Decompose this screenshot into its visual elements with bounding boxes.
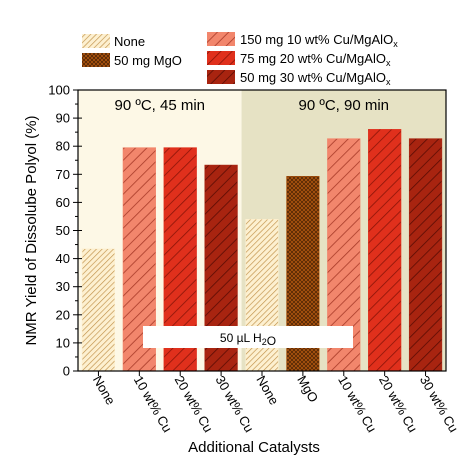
legend-swatch-cu20 xyxy=(207,51,235,65)
legend-label-cu20: 75 mg 20 wt% Cu/MgAlOx xyxy=(240,51,391,68)
y-tick-label: 30 xyxy=(56,279,70,294)
bar-9 xyxy=(408,138,443,372)
x-tick-label: 10 wt% Cu xyxy=(131,373,175,435)
y-tick-label: 80 xyxy=(56,139,70,154)
legend-swatch-cu10 xyxy=(207,32,235,46)
y-tick-label: 90 xyxy=(56,111,70,126)
y-tick-label: 0 xyxy=(63,364,70,379)
panel-label-1: 90 ºC, 45 min xyxy=(115,97,206,114)
legend-label-cu10: 150 mg 10 wt% Cu/MgAlOx xyxy=(240,32,398,49)
legend-label-cu30: 50 mg 30 wt% Cu/MgAlOx xyxy=(240,70,391,87)
bar-8 xyxy=(368,129,402,372)
bar-1 xyxy=(81,248,116,372)
x-tick-label: 30 wt% Cu xyxy=(417,373,461,435)
bar-5 xyxy=(245,219,279,372)
y-tick-label: 70 xyxy=(56,167,70,182)
legend-swatch-mgo xyxy=(82,53,110,67)
y-tick-label: 60 xyxy=(56,195,70,210)
x-tick-label: 10 wt% Cu xyxy=(335,373,379,435)
legend-swatch-none xyxy=(82,34,110,48)
annotation-text: 50 µL H2O xyxy=(220,331,276,348)
x-tick-label: 30 wt% Cu xyxy=(213,373,257,435)
panel-label-2: 90 ºC, 90 min xyxy=(299,97,390,114)
annotation-box xyxy=(143,326,353,348)
y-tick-label: 100 xyxy=(48,83,70,98)
y-axis-label: NMR Yield of Dissolube Polyol (%) xyxy=(23,115,40,345)
legend-label-none: None xyxy=(114,34,145,49)
x-tick-label: None xyxy=(253,373,282,407)
x-tick-label: MgO xyxy=(294,373,321,405)
legend-label-mgo: 50 mg MgO xyxy=(114,53,182,68)
y-tick-label: 20 xyxy=(56,307,70,322)
y-tick-label: 10 xyxy=(56,335,70,350)
y-tick-label: 40 xyxy=(56,251,70,266)
legend-swatch-cu30 xyxy=(207,70,235,84)
x-axis-label: Additional Catalysts xyxy=(188,439,320,456)
x-tick-label: 20 wt% Cu xyxy=(376,373,420,435)
x-tick-label: 20 wt% Cu xyxy=(172,373,216,435)
y-tick-label: 50 xyxy=(56,223,70,238)
x-tick-label: None xyxy=(90,373,119,407)
